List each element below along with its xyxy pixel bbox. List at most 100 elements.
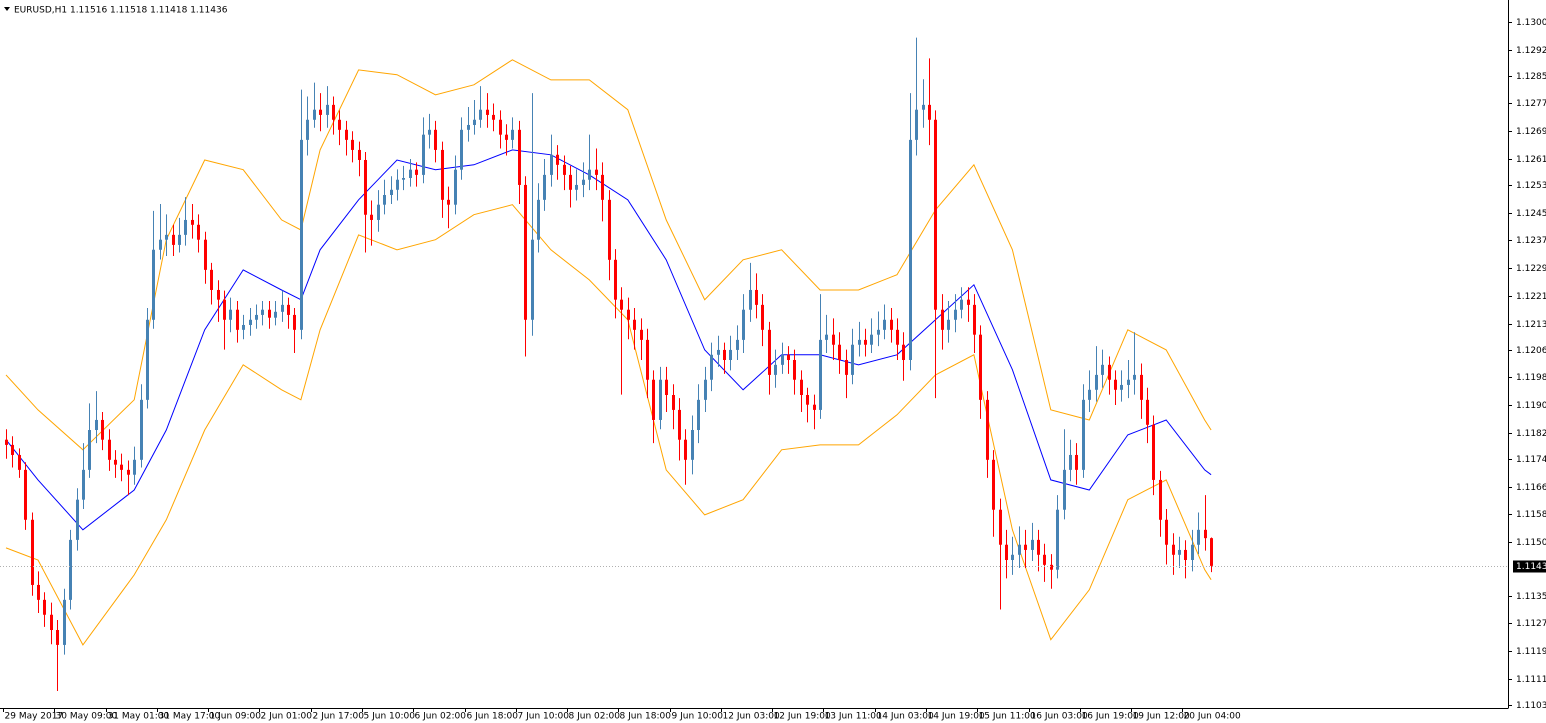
candle-body: [518, 129, 521, 185]
candle-body: [1140, 374, 1143, 400]
y-tick-label: 1.12770: [1516, 99, 1546, 109]
candle-body: [492, 114, 495, 120]
y-tick-label: 1.11190: [1516, 647, 1546, 657]
candle-body: [832, 334, 835, 345]
candle-body: [646, 339, 649, 380]
candle-body: [806, 394, 809, 405]
y-tick-label: 1.11035: [1516, 701, 1546, 711]
candle-body: [902, 344, 905, 360]
y-tick-label: 1.12925: [1516, 46, 1546, 56]
candle-body: [383, 194, 386, 205]
candle-body: [377, 204, 380, 220]
y-tick-label: 1.12135: [1516, 320, 1546, 330]
candle-body: [1018, 544, 1021, 555]
candle-body: [851, 344, 854, 375]
candle-body: [326, 104, 329, 115]
candle-body: [723, 349, 726, 360]
y-tick-label: 1.11585: [1516, 510, 1546, 520]
candle-body: [69, 539, 72, 600]
x-tick-label: 7 Jun 10:00: [518, 712, 570, 722]
candle-body: [133, 459, 136, 475]
candle-body: [197, 224, 200, 240]
candle-body: [293, 314, 296, 330]
candle-body: [928, 104, 931, 120]
candle-body: [1127, 379, 1130, 385]
candle-body: [652, 379, 655, 420]
candle-body: [627, 309, 630, 320]
x-tick-label: 6 Jun 02:00: [415, 712, 467, 722]
y-tick-label: 1.11110: [1516, 675, 1546, 685]
y-tick-label: 1.11270: [1516, 619, 1546, 629]
candle-body: [1108, 364, 1111, 380]
candle-body: [1191, 544, 1194, 560]
candle-body: [774, 364, 777, 375]
candle-body: [845, 359, 848, 375]
x-tick-label: 30 May 09:00: [56, 712, 118, 722]
candle-body: [120, 464, 123, 470]
candle-body: [127, 469, 130, 475]
candle-body: [1082, 399, 1085, 470]
candle-body: [838, 344, 841, 360]
candle-body: [345, 129, 348, 140]
candle-body: [306, 119, 309, 140]
candle-body: [370, 214, 373, 220]
x-tick-label: 6 Jun 18:00: [467, 712, 519, 722]
candle-body: [800, 379, 803, 395]
symbol-menu-icon[interactable]: [4, 7, 10, 11]
candle-body: [742, 309, 745, 340]
candle-body: [941, 309, 944, 330]
x-tick-label: 16 Jun 03:00: [1031, 712, 1088, 722]
candle-body: [217, 289, 220, 300]
candle-body: [550, 154, 553, 175]
candle-body: [88, 430, 91, 470]
candle-body: [1133, 374, 1136, 380]
candle-body: [614, 259, 617, 300]
x-tick-label: 2 Jun 01:00: [261, 712, 313, 722]
candle-body: [1178, 549, 1181, 555]
candle-body: [960, 299, 963, 310]
y-tick-label: 1.11505: [1516, 538, 1546, 548]
x-tick-label: 31 May 01:00: [108, 712, 170, 722]
candle-body: [678, 409, 681, 440]
candle-body: [704, 379, 707, 400]
y-tick-label: 1.12455: [1516, 209, 1546, 219]
candle-body: [537, 199, 540, 240]
candle-body: [1075, 454, 1078, 470]
x-tick-label: 12 Jun 03:00: [723, 712, 780, 722]
candle-body: [390, 189, 393, 195]
y-tick-label: 1.12215: [1516, 292, 1546, 302]
candle-body: [43, 599, 46, 615]
candle-body: [575, 184, 578, 190]
candle-body: [24, 469, 27, 520]
x-tick-label: 16 Jun 19:00: [1082, 712, 1139, 722]
candle-body: [992, 459, 995, 510]
x-tick-label: 20 Jun 04:00: [1184, 712, 1241, 722]
candle-body: [50, 614, 53, 631]
candle-body: [332, 104, 335, 120]
candle-body: [479, 109, 482, 120]
candle-body: [204, 239, 207, 270]
y-tick-label: 1.12060: [1516, 346, 1546, 356]
y-tick-label: 1.11820: [1516, 429, 1546, 439]
candle-body: [710, 354, 713, 380]
candle-body: [967, 299, 970, 305]
candle-body: [909, 139, 912, 360]
candle-body: [819, 339, 822, 410]
candle-body: [1088, 389, 1091, 400]
candle-body: [358, 149, 361, 160]
candle-body: [338, 119, 341, 130]
candle-body: [1197, 529, 1200, 545]
candle-body: [184, 219, 187, 235]
candle-body: [159, 239, 162, 250]
candle-body: [531, 239, 534, 320]
candle-body: [268, 309, 271, 318]
candle-body: [447, 199, 450, 205]
candle-body: [749, 289, 752, 310]
candle-body: [172, 234, 175, 245]
candle-body: [82, 469, 85, 500]
candle-body: [364, 159, 367, 215]
candle-body: [229, 309, 232, 320]
candle-body: [1120, 384, 1123, 390]
y-tick-label: 1.11980: [1516, 373, 1546, 383]
y-tick-label: 1.12850: [1516, 72, 1546, 82]
